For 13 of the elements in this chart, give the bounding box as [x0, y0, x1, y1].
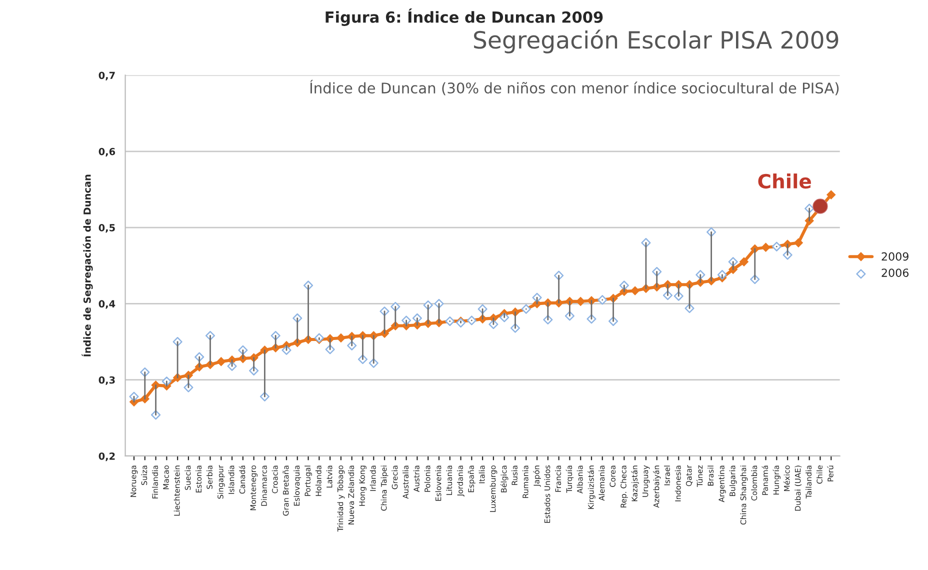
y-tick-label: 0,2 — [98, 452, 115, 462]
y-tick-label: 0,5 — [98, 224, 115, 233]
legend-label: 2006 — [882, 268, 909, 277]
chart-subtitle: Índice de Duncan (30% de niños con menor índice sociocultural de PISA) — [310, 80, 839, 96]
annotation: Chile — [758, 174, 811, 189]
y-tick-label: 0,6 — [98, 148, 116, 156]
y-axis-title: Índice de Segregación de Duncan — [82, 174, 93, 356]
chart-title: Segregación Escolar PISA 2009 — [474, 30, 838, 54]
y-tick-label: 0,3 — [98, 376, 115, 385]
y-tick-label: 0,4 — [98, 300, 116, 309]
text: Figura 6: Índice de Duncan 2009 — [326, 8, 603, 26]
y-tick-label: 0,7 — [98, 72, 115, 80]
legend-label: 2009 — [882, 252, 908, 261]
